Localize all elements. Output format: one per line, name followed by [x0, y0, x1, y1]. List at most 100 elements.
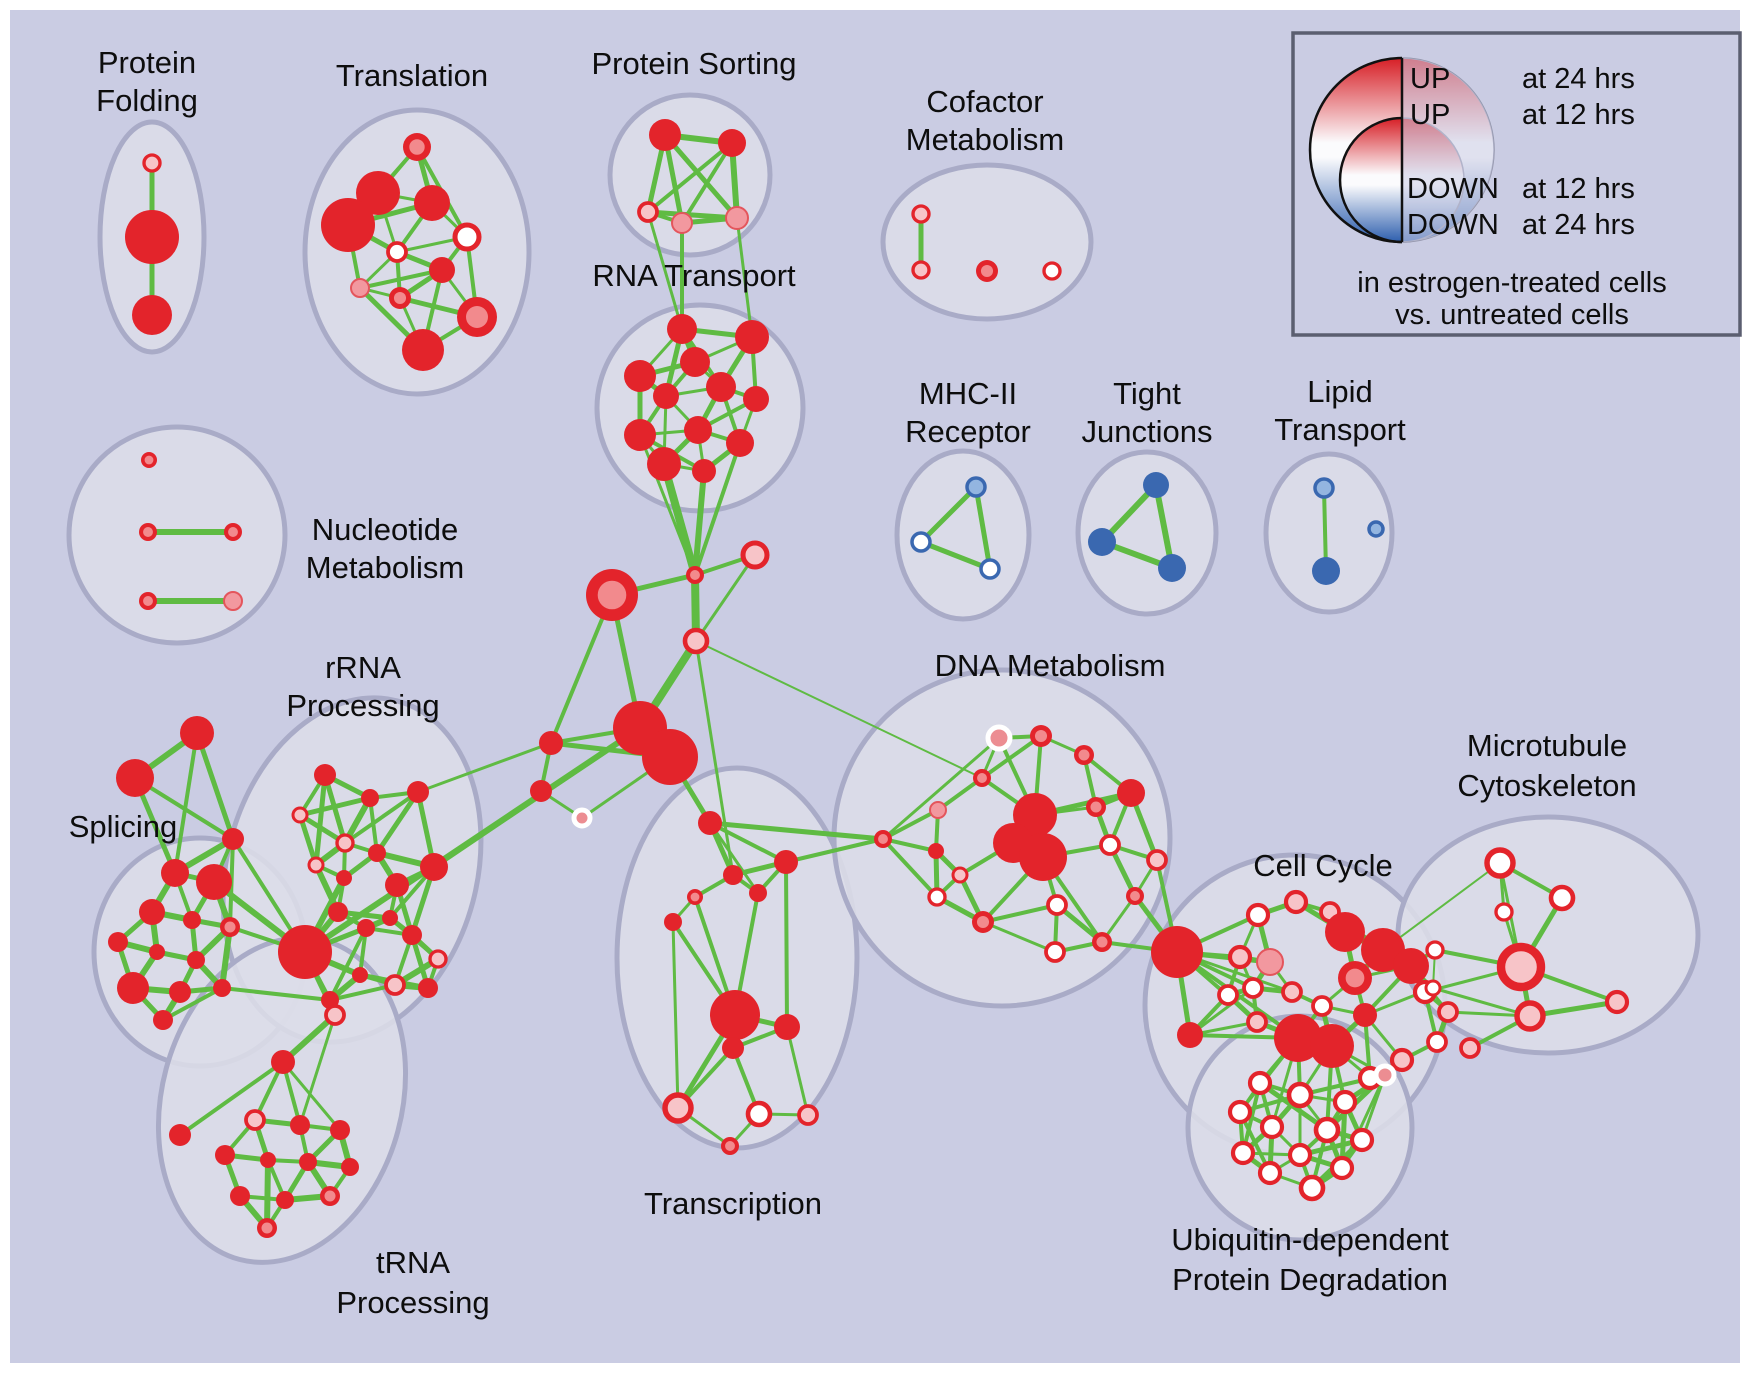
edge-mhc-ii-receptor [918, 539, 993, 572]
node-splicing [213, 979, 231, 997]
cluster-label-trna-processing: tRNA [376, 1245, 450, 1280]
node-rrna-processing [314, 764, 336, 786]
node-center-trna-processing [324, 1190, 336, 1202]
edge-dna-metabolism [980, 734, 1043, 780]
cluster-label-dna-metabolism: DNA Metabolism [935, 648, 1166, 683]
node-rrna-processing [418, 978, 438, 998]
edge-transcription [708, 821, 788, 864]
node-ubiquitin [1247, 1070, 1273, 1096]
node-splicing [116, 759, 154, 797]
node-rna-transport [735, 320, 769, 354]
node-rna-transport [680, 347, 710, 377]
node-transcription [723, 865, 743, 885]
edge-transcription--dna-metabolism [784, 837, 885, 864]
edge-splicing [194, 730, 236, 842]
node-dna-metabolism [985, 724, 1013, 752]
node-center-translation [466, 306, 488, 328]
node-cell-cycle [1426, 1031, 1448, 1053]
node-rna-transport [624, 419, 656, 451]
cluster-label-nucleotide-metabolism: Metabolism [306, 550, 465, 585]
edge-protein-sorting [662, 132, 740, 221]
node-splicing [153, 1010, 173, 1030]
edge-transcription [785, 1025, 810, 1117]
node-cell-cycle [1274, 1014, 1322, 1062]
node-center-translation [393, 291, 407, 305]
node-center-dna-metabolism [1096, 936, 1108, 948]
edge-rna-transport--backbone [693, 441, 742, 577]
legend-up-12-key: UP [1410, 99, 1450, 131]
edge-trna-processing [264, 1157, 271, 1231]
cluster-label-trna-processing: Processing [336, 1285, 489, 1320]
node-cell-cycle [1227, 944, 1253, 970]
node-splicing [149, 944, 165, 960]
node-transcription [745, 1100, 773, 1128]
node-transcription [774, 850, 798, 874]
node-splicing [117, 972, 149, 1004]
edge-protein-sorting--rna-transport [646, 210, 684, 331]
edge-protein-sorting [680, 141, 734, 225]
node-translation [402, 329, 444, 371]
node-cell-cycle [1242, 977, 1264, 999]
node-dna-metabolism [927, 887, 947, 907]
cluster-label-protein-sorting: Protein Sorting [591, 46, 796, 81]
edge-rrna-processing--transcription [416, 741, 553, 794]
cluster-label-rna-transport: RNA Transport [592, 258, 796, 293]
node-rrna-processing [352, 967, 368, 983]
node-cell-cycle [1217, 984, 1239, 1006]
node-center-dna-metabolism [878, 834, 888, 844]
cluster-label-lipid-transport: Transport [1274, 412, 1406, 447]
node-cell-cycle [1310, 1024, 1354, 1068]
edge-cell-cycle [1188, 986, 1255, 1037]
edge-trna-processing [281, 1060, 342, 1132]
edge-dna-metabolism [981, 920, 1057, 954]
node-translation [321, 198, 375, 252]
node-rna-transport [743, 386, 769, 412]
node-center-dna-metabolism [1034, 729, 1048, 743]
legend-caption-line1: in estrogen-treated cells [1357, 267, 1667, 299]
node-transcription [722, 1037, 744, 1059]
edge-dna-metabolism [936, 776, 984, 812]
node-cell-cycle [1256, 948, 1284, 976]
node-dna-metabolism [1044, 941, 1066, 963]
edge-rna-transport--backbone [660, 460, 699, 579]
node-rrna-processing [328, 902, 348, 922]
node-center-dna-metabolism [1090, 801, 1102, 813]
node-rna-transport [653, 383, 679, 409]
node-ubiquitin [1287, 1142, 1313, 1168]
cluster-label-ubiquitin: Ubiquitin-dependent [1171, 1222, 1449, 1257]
node-protein-folding [125, 210, 179, 264]
edge-tight-junctions [1153, 482, 1175, 571]
edge-splicing [161, 986, 224, 1022]
node-trna-processing [169, 1124, 191, 1146]
cluster-label-translation: Translation [336, 58, 488, 93]
cluster-label-ubiquitin: Protein Degradation [1172, 1262, 1448, 1297]
node-protein-folding [142, 153, 162, 173]
node-center-dna-metabolism [1078, 749, 1090, 761]
node-ubiquitin [1257, 1160, 1283, 1186]
node-rna-transport [726, 429, 754, 457]
node-rrna-processing [335, 833, 355, 853]
node-center-backbone [597, 580, 627, 610]
node-cell-cycle [1393, 948, 1429, 984]
edge-ubiquitin [1340, 1073, 1387, 1170]
edge-dna-metabolism [881, 837, 939, 899]
node-tight-junctions [1143, 472, 1169, 498]
node-trna-processing [230, 1186, 250, 1206]
node-center-trna-processing [261, 1222, 273, 1234]
node-center-dna-metabolism [1130, 891, 1140, 901]
node-rrna-processing [291, 806, 309, 824]
cluster-label-protein-folding: Folding [96, 83, 198, 118]
node-splicing [161, 859, 189, 887]
node-trna-processing [215, 1145, 235, 1165]
node-rna-transport [684, 416, 712, 444]
legend-down-12-val: at 12 hrs [1522, 173, 1635, 205]
node-tight-junctions [1158, 554, 1186, 582]
node-rna-transport [624, 360, 656, 392]
edge-transcription--dna-metabolism [695, 640, 983, 779]
cluster-label-lipid-transport: Lipid [1307, 374, 1373, 409]
node-translation [356, 171, 400, 215]
node-cell-cycle [1311, 995, 1333, 1017]
node-dna-metabolism [1019, 833, 1067, 881]
edge-rna-transport--backbone [692, 468, 707, 578]
node-microtubule [1494, 902, 1514, 922]
